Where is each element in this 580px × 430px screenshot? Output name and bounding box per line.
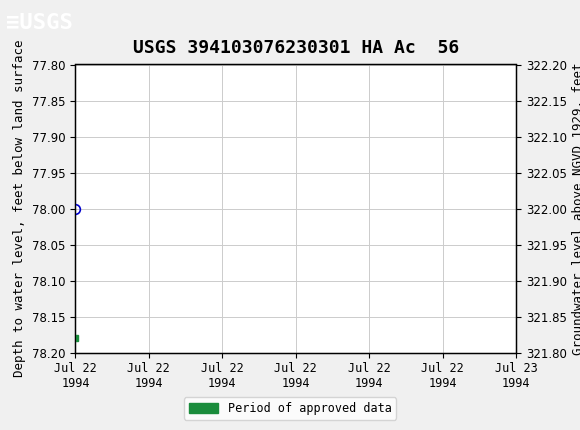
Title: USGS 394103076230301 HA Ac  56: USGS 394103076230301 HA Ac 56 (133, 40, 459, 57)
Y-axis label: Groundwater level above NGVD 1929, feet: Groundwater level above NGVD 1929, feet (572, 62, 580, 355)
Text: ≡USGS: ≡USGS (6, 12, 72, 33)
Y-axis label: Depth to water level, feet below land surface: Depth to water level, feet below land su… (13, 40, 27, 377)
Legend: Period of approved data: Period of approved data (184, 397, 396, 420)
